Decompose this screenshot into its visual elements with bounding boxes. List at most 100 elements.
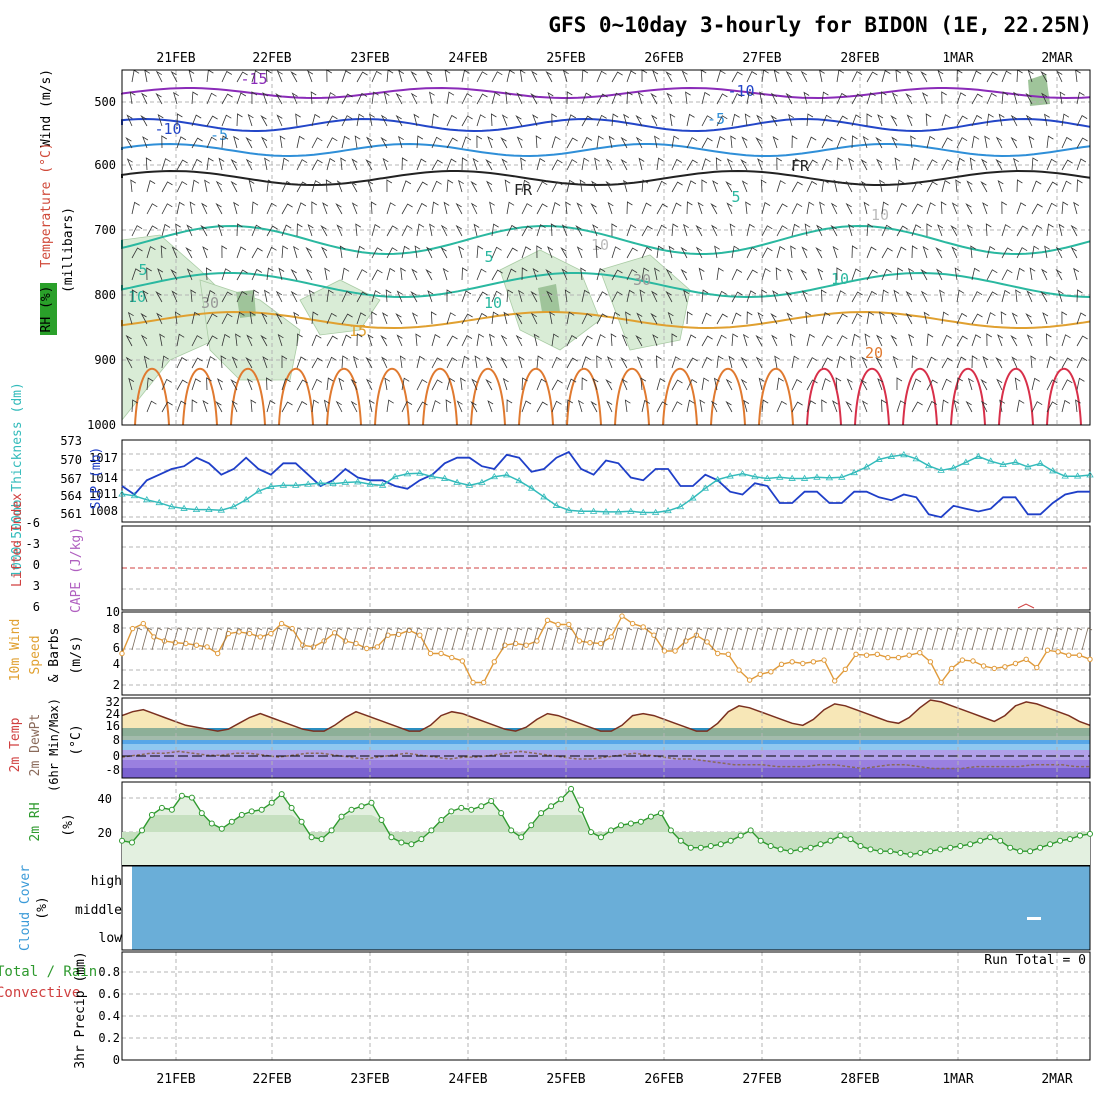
- wind-barb: [806, 113, 814, 127]
- wind-barb: [911, 401, 923, 413]
- wind-barb: [835, 377, 842, 391]
- wind-barb: [755, 136, 763, 149]
- surface-wind-barb: [301, 627, 313, 651]
- wind-barb: [386, 202, 396, 215]
- wind-barb: [997, 334, 1004, 347]
- wind-barb: [776, 400, 787, 413]
- wind-barb: [295, 113, 301, 127]
- surface-wind-barb: [471, 627, 483, 651]
- wind-barb: [1011, 356, 1018, 369]
- wind-barb: [1073, 201, 1080, 215]
- thickness-marker: [416, 469, 424, 476]
- wind-barb: [939, 289, 945, 303]
- thickness-marker: [254, 487, 263, 494]
- wind-barb: [311, 113, 321, 127]
- rh-marker: [588, 829, 594, 836]
- wind-barb: [308, 289, 315, 303]
- wind-speed-marker: [800, 660, 806, 667]
- wind-barb: [746, 71, 758, 83]
- wind-barb: [1000, 311, 1007, 325]
- wind-barb: [937, 224, 944, 237]
- thickness-marker: [167, 502, 176, 510]
- rh-marker: [308, 834, 315, 841]
- wind-barb: [731, 333, 739, 347]
- wind-barb: [131, 399, 138, 413]
- wind-barb: [365, 378, 373, 391]
- wind-barb: [518, 289, 524, 303]
- wind-barb: [908, 267, 914, 281]
- wind-speed-marker: [119, 650, 125, 657]
- wind-barb: [716, 290, 727, 303]
- surface-wind-barb: [531, 627, 543, 651]
- lifted-tick: 6: [33, 600, 40, 614]
- thickness-marker: [217, 506, 225, 513]
- wind-barb: [491, 71, 503, 83]
- surface-wind-barb: [561, 627, 573, 651]
- wind-barb: [746, 223, 755, 237]
- wind-barb: [926, 135, 936, 149]
- surface-wind-barb: [511, 627, 523, 651]
- wind-barb: [640, 377, 647, 391]
- wind-barb: [1001, 269, 1013, 281]
- wind-barb: [266, 179, 274, 193]
- wind-barb: [261, 136, 268, 149]
- wind-barb: [410, 92, 418, 105]
- wind-barb: [416, 355, 425, 369]
- wind-barb: [426, 246, 433, 259]
- wind-barb: [221, 135, 229, 149]
- wind-barb: [431, 357, 443, 369]
- wind-barb: [985, 223, 992, 237]
- wind-barb: [461, 313, 473, 325]
- wind-barb: [860, 158, 868, 171]
- wind-barb: [220, 355, 227, 369]
- rh-marker: [358, 803, 365, 810]
- wind-barb: [425, 268, 433, 281]
- wind-barb: [832, 400, 839, 413]
- thickness-marker: [937, 466, 945, 473]
- slp-panel-frame: [121, 439, 1091, 523]
- wind-barb: [146, 246, 156, 259]
- wind-barb: [641, 399, 650, 413]
- wind-barb: [461, 290, 472, 303]
- wind-barb: [819, 201, 825, 215]
- wind-barb: [641, 202, 652, 215]
- wind-barb: [1031, 180, 1042, 193]
- thickness-marker: [676, 502, 685, 510]
- wind-barb: [726, 158, 733, 171]
- wind-speed-marker: [1066, 652, 1072, 658]
- wind-barb: [851, 245, 858, 259]
- wind-barb: [896, 202, 908, 215]
- wind-barb: [1001, 91, 1009, 105]
- wind-barb: [281, 180, 293, 193]
- wind-barb: [322, 202, 329, 215]
- rh-shade-dark: [236, 290, 256, 318]
- wind-barb: [1076, 115, 1088, 127]
- wind-barb: [926, 159, 938, 171]
- wind-barb: [176, 357, 188, 369]
- wind-speed-marker: [566, 621, 572, 628]
- wind-barb: [911, 157, 920, 171]
- wind-barb: [1010, 334, 1018, 347]
- wind-barb: [771, 334, 778, 347]
- surface-wind-barb: [381, 627, 393, 651]
- wind-barb: [686, 399, 695, 413]
- wind-barb: [236, 92, 247, 105]
- wind-barb: [651, 114, 658, 127]
- wind-barb: [549, 311, 556, 325]
- wind-barb: [186, 268, 193, 281]
- wind-barb: [621, 378, 628, 391]
- wind-barb: [666, 92, 673, 105]
- wind-barb: [1046, 379, 1058, 391]
- wind-barb: [176, 400, 187, 413]
- wind-barb: [161, 135, 168, 149]
- wind-barb: [296, 356, 307, 369]
- wind-barb: [355, 223, 362, 237]
- surface-wind-barb: [501, 627, 513, 651]
- wind-barb: [591, 180, 598, 193]
- wind-barb: [581, 136, 593, 149]
- wind-barb: [740, 378, 748, 391]
- wind-barb: [191, 399, 198, 413]
- wind-barb: [905, 312, 913, 325]
- wind-speed-marker: [598, 640, 604, 647]
- wind-barb: [671, 333, 678, 346]
